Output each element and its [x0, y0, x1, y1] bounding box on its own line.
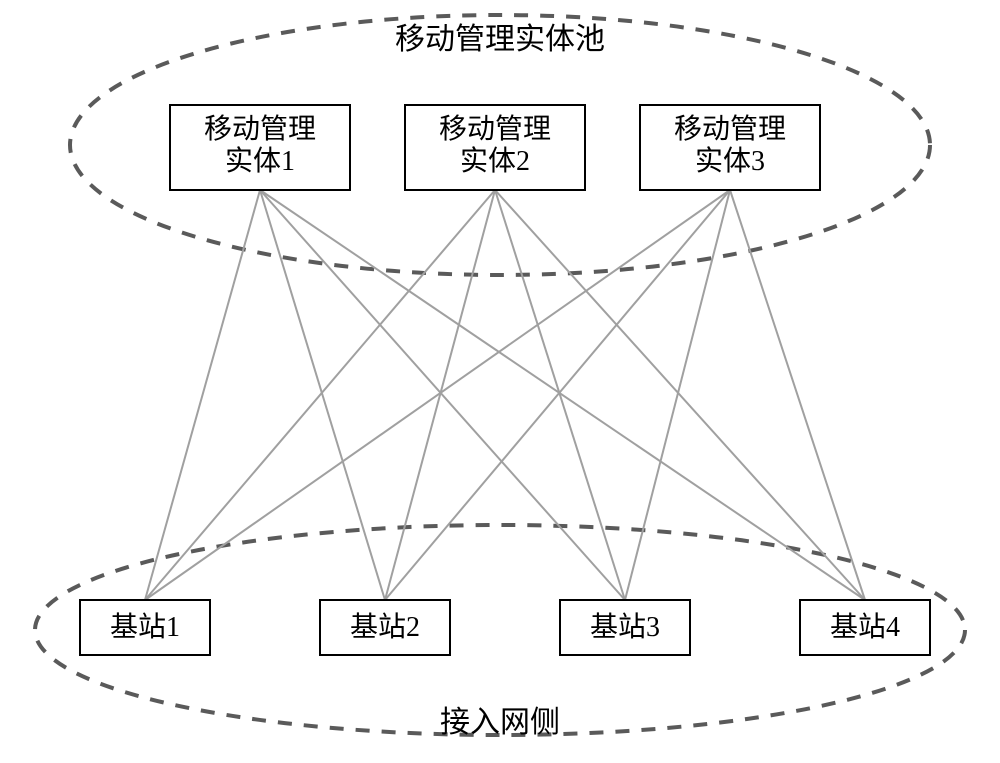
mme3-label-line1: 移动管理 — [674, 113, 786, 145]
edge-mme1-bs4 — [260, 190, 865, 600]
mme1-label-line1: 移动管理 — [204, 113, 316, 145]
bs3-label: 基站3 — [590, 611, 660, 643]
edges-layer — [145, 190, 865, 600]
mme2-label-line1: 移动管理 — [439, 113, 551, 145]
edge-mme2-bs4 — [495, 190, 865, 600]
top-pool-title: 移动管理实体池 — [395, 23, 605, 56]
edge-mme1-bs1 — [145, 190, 260, 600]
bottom-pool-title: 接入网侧 — [440, 706, 560, 739]
bs2-label: 基站2 — [350, 611, 420, 643]
mme2-label-line2: 实体2 — [460, 145, 530, 177]
edge-mme2-bs2 — [385, 190, 495, 600]
network-diagram: 移动管理实体1移动管理实体2移动管理实体3基站1基站2基站3基站4 移动管理实体… — [0, 0, 1000, 763]
edge-mme3-bs4 — [730, 190, 865, 600]
mme3-label-line2: 实体3 — [695, 145, 765, 177]
mme1-label-line2: 实体1 — [225, 145, 295, 177]
bs4-label: 基站4 — [830, 611, 900, 643]
edge-mme2-bs3 — [495, 190, 625, 600]
bs1-label: 基站1 — [110, 611, 180, 643]
